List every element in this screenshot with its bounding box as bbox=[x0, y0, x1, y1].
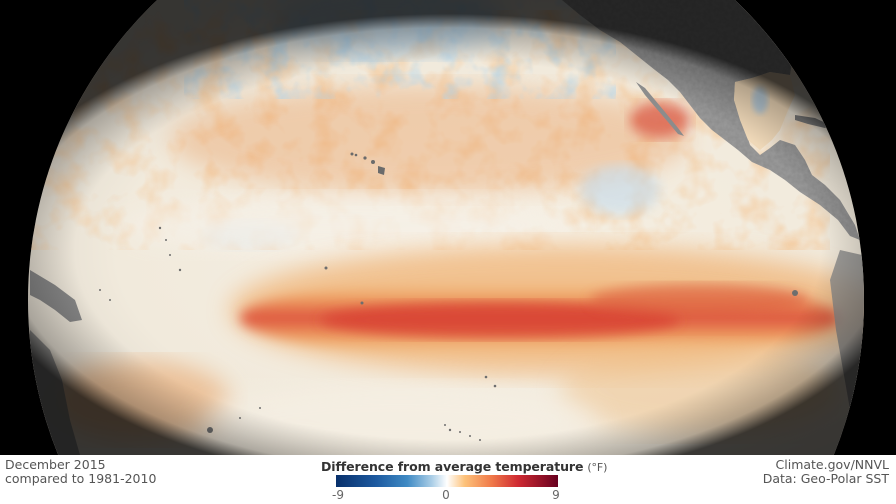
footer: December 2015 compared to 1981-2010 Diff… bbox=[0, 455, 896, 504]
credit-caption: Climate.gov/NNVL Data: Geo-Polar SST bbox=[763, 458, 889, 486]
legend-unit: (°F) bbox=[587, 461, 608, 474]
date-caption: December 2015 compared to 1981-2010 bbox=[5, 458, 156, 486]
legend-tick-min: -9 bbox=[332, 488, 344, 502]
legend-tick-max: 9 bbox=[552, 488, 560, 502]
credit-label: Climate.gov/NNVL bbox=[775, 457, 889, 472]
legend-title: Difference from average temperature bbox=[321, 459, 584, 474]
legend-tick-zero: 0 bbox=[442, 488, 450, 502]
color-legend: Difference from average temperature (°F) … bbox=[320, 457, 607, 503]
sst-anomaly-globe-map bbox=[0, 0, 896, 455]
globe-svg bbox=[28, 0, 864, 455]
date-label: December 2015 bbox=[5, 457, 106, 472]
data-source-label: Data: Geo-Polar SST bbox=[762, 471, 889, 486]
baseline-period-label: compared to 1981-2010 bbox=[5, 471, 157, 486]
legend-title-row: Difference from average temperature (°F) bbox=[321, 459, 607, 474]
colorbar bbox=[336, 475, 558, 487]
